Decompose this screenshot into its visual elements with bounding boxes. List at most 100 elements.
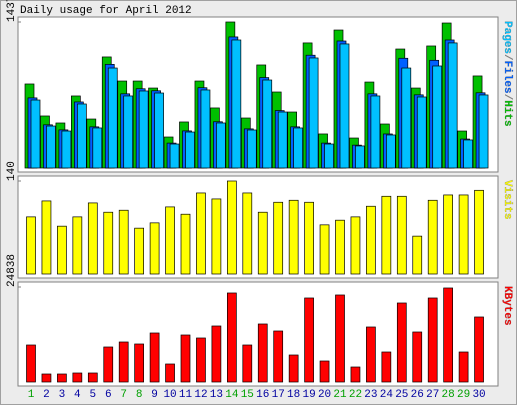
- bar: [227, 292, 237, 383]
- bar: [123, 95, 134, 169]
- x-tick-label: 23: [364, 389, 377, 401]
- bar: [339, 43, 350, 169]
- bar: [381, 351, 392, 383]
- bar: [196, 337, 206, 383]
- bar: [396, 195, 407, 275]
- bar: [72, 216, 83, 275]
- bar: [138, 90, 149, 169]
- x-tick-label: 3: [59, 389, 66, 401]
- bar: [30, 99, 41, 169]
- x-tick-label: 28: [442, 389, 455, 401]
- bar: [242, 344, 253, 383]
- bar: [401, 67, 412, 169]
- bar: [180, 213, 191, 275]
- bar: [443, 194, 453, 275]
- bar: [416, 96, 427, 169]
- bar: [350, 366, 361, 383]
- x-tick-label: 11: [179, 389, 193, 401]
- bar: [412, 331, 423, 383]
- bar: [26, 216, 36, 275]
- bar: [474, 316, 484, 383]
- x-tick-label: 9: [151, 389, 158, 401]
- bar: [458, 194, 469, 275]
- bar: [366, 205, 376, 275]
- bar: [350, 216, 361, 275]
- bar: [432, 65, 443, 169]
- x-tick-label: 13: [210, 389, 223, 401]
- x-tick-label: 26: [411, 389, 424, 401]
- bar: [458, 351, 469, 383]
- bar: [149, 332, 160, 383]
- bar: [366, 326, 376, 383]
- legend-entry: Files: [501, 61, 513, 94]
- bar: [107, 67, 118, 169]
- bar: [211, 325, 222, 383]
- x-tick-label: 15: [241, 389, 254, 401]
- bar: [72, 372, 83, 383]
- x-tick-label: 7: [120, 389, 127, 401]
- bar: [324, 143, 334, 169]
- bar: [463, 139, 473, 169]
- bar: [370, 95, 381, 169]
- y-tick-label: 140: [6, 161, 18, 181]
- bar: [335, 294, 345, 383]
- bar: [46, 125, 56, 169]
- legend: Pages/Files/Hits: [501, 21, 513, 127]
- x-tick-label: 4: [74, 389, 81, 401]
- bar: [76, 103, 87, 169]
- legend-separator: /: [501, 54, 513, 61]
- bar: [242, 192, 253, 275]
- bar: [185, 131, 195, 169]
- x-tick-label: 2: [43, 389, 50, 401]
- x-tick-label: 5: [89, 389, 96, 401]
- x-tick-label: 17: [272, 389, 285, 401]
- bar: [118, 341, 129, 383]
- legend-entry: Visits: [501, 180, 513, 220]
- x-tick-label: 25: [395, 389, 408, 401]
- bar: [293, 127, 303, 169]
- bar: [61, 130, 72, 169]
- bar: [273, 201, 284, 275]
- x-tick-label: 10: [163, 389, 176, 401]
- bar: [216, 122, 226, 169]
- bar: [257, 323, 268, 383]
- bar: [196, 192, 206, 275]
- x-tick-label: 30: [472, 389, 485, 401]
- x-tick-label: 27: [426, 389, 439, 401]
- bar: [103, 346, 114, 383]
- y-tick-label: 24838: [6, 254, 18, 287]
- bar: [87, 372, 98, 383]
- x-tick-label: 18: [287, 389, 300, 401]
- bar: [478, 94, 489, 169]
- legend: Visits: [501, 180, 513, 220]
- bar: [134, 343, 144, 383]
- x-tick-label: 20: [318, 389, 331, 401]
- bar: [92, 127, 103, 169]
- bar: [427, 297, 438, 383]
- bar: [386, 134, 396, 169]
- x-tick-label: 24: [380, 389, 394, 401]
- bar: [165, 206, 175, 275]
- bar: [262, 79, 273, 169]
- x-tick-label: 12: [194, 389, 207, 401]
- legend-entry: Pages: [501, 21, 513, 54]
- bar: [227, 180, 237, 275]
- bar: [154, 92, 164, 169]
- bar: [304, 297, 314, 383]
- bar: [319, 224, 330, 275]
- bar: [134, 227, 144, 275]
- bar: [396, 302, 407, 383]
- bar: [273, 330, 284, 383]
- bar: [474, 189, 484, 275]
- bar: [246, 129, 257, 169]
- bar: [41, 200, 52, 275]
- bar: [288, 199, 299, 275]
- legend: KBytes: [501, 286, 513, 326]
- bar: [277, 111, 288, 169]
- x-tick-label: 22: [349, 389, 362, 401]
- bar: [180, 334, 191, 383]
- bar: [447, 42, 458, 169]
- bar: [200, 89, 211, 169]
- bar: [335, 219, 345, 275]
